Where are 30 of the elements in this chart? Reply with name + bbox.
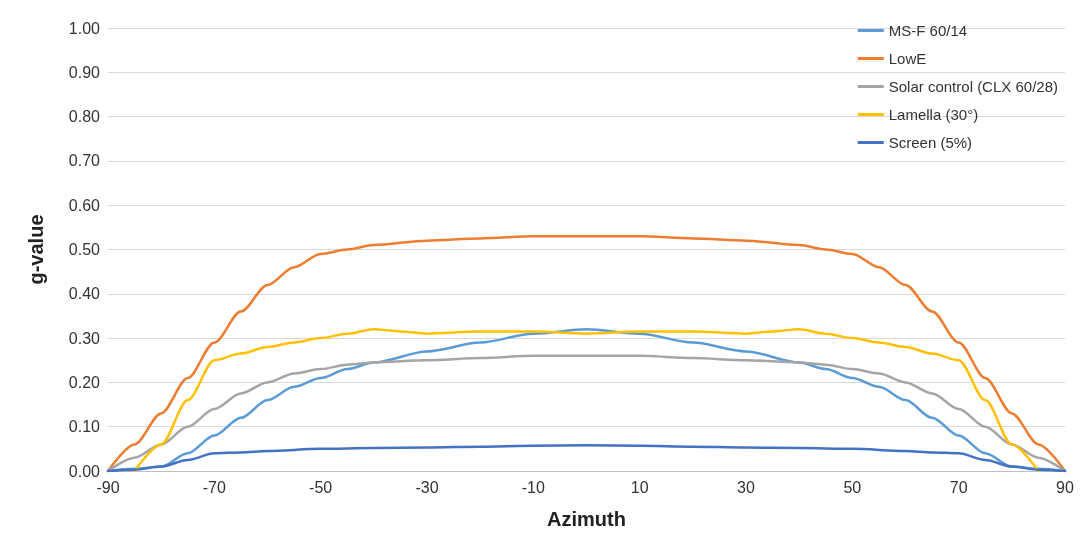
x-tick-label: 10 (630, 478, 649, 496)
x-tick-label: 90 (1056, 478, 1074, 496)
y-tick-label: 0.20 (68, 373, 101, 391)
y-tick-label: 0.10 (68, 418, 101, 436)
y-tick-label: 0.00 (68, 462, 101, 480)
x-tick-label: -30 (415, 478, 439, 496)
x-tick-label: -10 (521, 478, 545, 496)
x-axis-title: Azimuth (547, 508, 626, 530)
legend-label: LowE (888, 50, 927, 67)
y-axis-title: g-value (25, 214, 47, 285)
y-tick-label: 0.50 (68, 241, 101, 258)
x-tick-label: 70 (949, 478, 968, 496)
x-tick-label: 50 (843, 478, 862, 496)
legend-label: Solar control (CLX 60/28) (888, 78, 1058, 95)
x-tick-label: -90 (96, 478, 120, 496)
legend-label: Screen (5%) (888, 134, 973, 151)
y-tick-label: 1.00 (68, 19, 101, 37)
y-tick-label: 0.90 (68, 63, 101, 81)
line-series (106, 444, 1067, 473)
x-tick-label: -50 (309, 478, 333, 496)
x-tick-label: -70 (202, 478, 226, 496)
y-tick-label: 0.30 (68, 329, 101, 347)
y-tick-label: 0.80 (68, 108, 101, 126)
x-tick-label: 30 (737, 478, 755, 496)
y-tick-label: 0.70 (68, 152, 101, 170)
y-tick-label: 0.40 (68, 285, 101, 303)
y-tick-label: 0.60 (68, 196, 101, 214)
legend-label: Lamella (30°) (888, 106, 979, 123)
legend-label: MS-F 60/14 (888, 22, 968, 39)
line-series (106, 354, 1067, 473)
